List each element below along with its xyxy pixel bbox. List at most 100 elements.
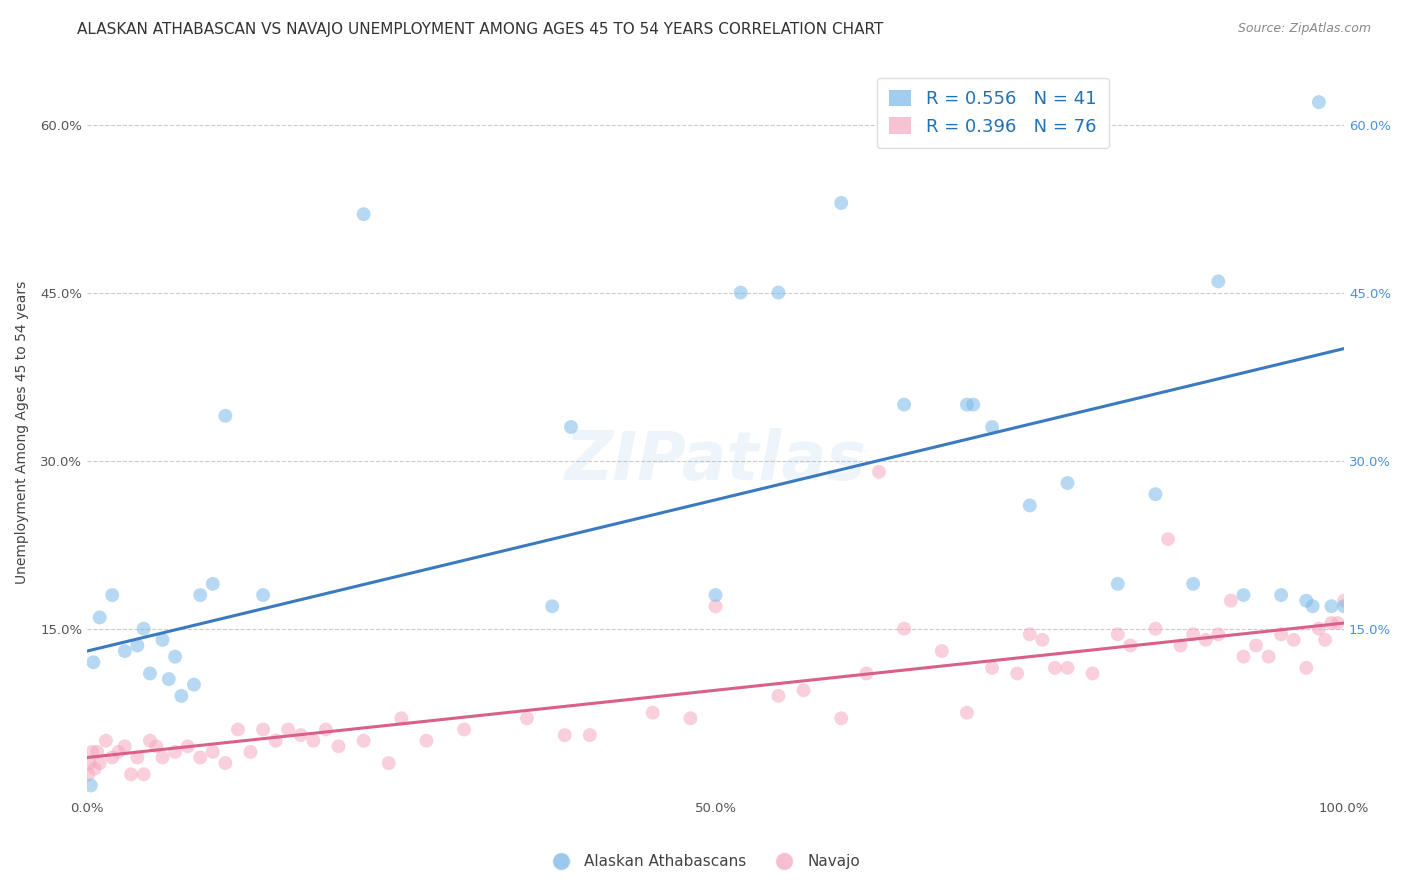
Point	[114, 739, 136, 754]
Point	[89, 610, 111, 624]
Point	[201, 745, 224, 759]
Point	[1320, 615, 1343, 630]
Point	[1081, 666, 1104, 681]
Point	[453, 723, 475, 737]
Point	[107, 745, 129, 759]
Point	[554, 728, 576, 742]
Legend: Alaskan Athabascans, Navajo: Alaskan Athabascans, Navajo	[540, 848, 866, 875]
Point	[1056, 476, 1078, 491]
Point	[560, 420, 582, 434]
Point	[1295, 661, 1317, 675]
Point	[132, 767, 155, 781]
Point	[170, 689, 193, 703]
Text: ZIPatlas: ZIPatlas	[565, 427, 866, 493]
Point	[239, 745, 262, 759]
Point	[389, 711, 412, 725]
Point	[252, 588, 274, 602]
Point	[188, 750, 211, 764]
Point	[79, 756, 101, 770]
Point	[1005, 666, 1028, 681]
Point	[1333, 593, 1355, 607]
Point	[114, 644, 136, 658]
Point	[89, 756, 111, 770]
Point	[120, 767, 142, 781]
Point	[1043, 661, 1066, 675]
Point	[152, 632, 174, 647]
Point	[139, 666, 162, 681]
Point	[127, 639, 149, 653]
Point	[1270, 627, 1292, 641]
Point	[252, 723, 274, 737]
Point	[152, 750, 174, 764]
Point	[1308, 95, 1330, 109]
Point	[679, 711, 702, 725]
Point	[1326, 615, 1348, 630]
Point	[353, 207, 375, 221]
Point	[1282, 632, 1305, 647]
Point	[1295, 593, 1317, 607]
Point	[1107, 627, 1129, 641]
Point	[315, 723, 337, 737]
Point	[730, 285, 752, 300]
Text: Source: ZipAtlas.com: Source: ZipAtlas.com	[1237, 22, 1371, 36]
Point	[302, 733, 325, 747]
Point	[101, 588, 124, 602]
Point	[83, 762, 105, 776]
Point	[704, 599, 727, 614]
Point	[1308, 622, 1330, 636]
Point	[893, 398, 915, 412]
Point	[962, 398, 984, 412]
Point	[541, 599, 564, 614]
Point	[277, 723, 299, 737]
Legend: R = 0.556   N = 41, R = 0.396   N = 76: R = 0.556 N = 41, R = 0.396 N = 76	[877, 78, 1109, 148]
Point	[415, 733, 437, 747]
Point	[768, 285, 790, 300]
Point	[931, 644, 953, 658]
Point	[201, 577, 224, 591]
Point	[94, 733, 117, 747]
Point	[80, 779, 103, 793]
Point	[830, 196, 852, 211]
Point	[704, 588, 727, 602]
Point	[1170, 639, 1192, 653]
Point	[127, 750, 149, 764]
Point	[1182, 627, 1205, 641]
Point	[82, 655, 104, 669]
Point	[328, 739, 350, 754]
Point	[145, 739, 167, 754]
Point	[1031, 632, 1053, 647]
Point	[1144, 622, 1167, 636]
Point	[1018, 499, 1040, 513]
Point	[855, 666, 877, 681]
Point	[1333, 599, 1355, 614]
Point	[768, 689, 790, 703]
Point	[77, 767, 100, 781]
Point	[214, 756, 236, 770]
Point	[353, 733, 375, 747]
Point	[1119, 639, 1142, 653]
Point	[165, 649, 187, 664]
Point	[1302, 599, 1324, 614]
Point	[981, 420, 1004, 434]
Point	[165, 745, 187, 759]
Point	[956, 398, 979, 412]
Point	[1315, 632, 1337, 647]
Point	[1219, 593, 1241, 607]
Text: ALASKAN ATHABASCAN VS NAVAJO UNEMPLOYMENT AMONG AGES 45 TO 54 YEARS CORRELATION : ALASKAN ATHABASCAN VS NAVAJO UNEMPLOYMEN…	[77, 22, 884, 37]
Point	[1157, 532, 1180, 546]
Point	[1195, 632, 1218, 647]
Point	[1208, 627, 1230, 641]
Point	[157, 672, 180, 686]
Point	[868, 465, 890, 479]
Point	[214, 409, 236, 423]
Point	[516, 711, 538, 725]
Point	[1107, 577, 1129, 591]
Point	[86, 745, 108, 759]
Point	[101, 750, 124, 764]
Point	[132, 622, 155, 636]
Point	[183, 678, 205, 692]
Point	[1270, 588, 1292, 602]
Point	[1244, 639, 1267, 653]
Point	[264, 733, 287, 747]
Point	[1182, 577, 1205, 591]
